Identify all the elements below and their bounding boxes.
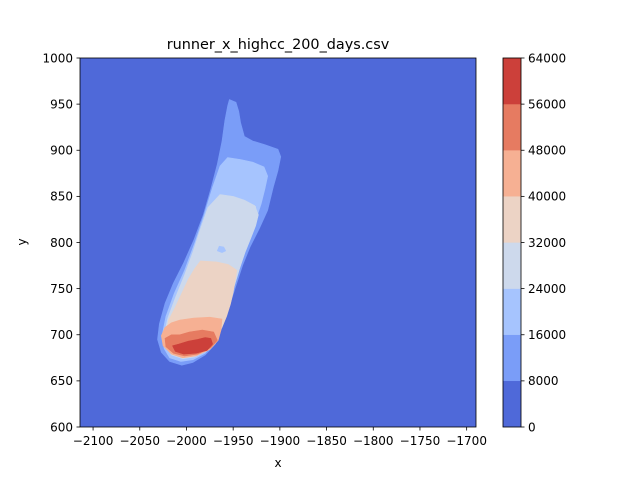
chart-title: runner_x_highcc_200_days.csv: [167, 37, 390, 53]
contour-level-24000-32000: [217, 245, 226, 253]
x-tick-label: −1750: [400, 434, 441, 448]
y-tick-label: 850: [50, 190, 73, 204]
contour-level-56000-64000: [172, 337, 213, 355]
x-tick-label: −1700: [446, 434, 487, 448]
colorbar-band-8000-16000: [502, 334, 522, 382]
x-tick-label: −1800: [353, 434, 394, 448]
colorbar-band-56000-64000: [502, 57, 522, 105]
axes: −2100 −2050 −2000 −1950 −1900 −1850 −1800 −1750…: [42, 51, 487, 448]
contour-level-40000-48000: [250, 203, 257, 216]
colorbar-tick-label: 24000: [528, 282, 566, 296]
plot-area: [80, 58, 476, 427]
x-tick-label: −1950: [213, 434, 254, 448]
colorbar-tick-label: 0: [528, 420, 536, 434]
x-tick-label: −1900: [260, 434, 301, 448]
colorbar-tick-label: 64000: [528, 51, 566, 65]
y-tick-label: 950: [50, 97, 73, 111]
colorbar-band-40000-48000: [502, 150, 522, 197]
colorbar-band-24000-32000: [502, 242, 522, 289]
colorbar-tick-label: 56000: [528, 97, 566, 111]
x-tick-label: −2100: [73, 434, 114, 448]
colorbar-band-32000-40000: [502, 196, 522, 243]
x-axis-label: x: [274, 456, 281, 470]
y-tick-label: 750: [50, 282, 73, 296]
colorbar-tick-label: 16000: [528, 328, 566, 342]
y-tick-label: 650: [50, 374, 73, 388]
colorbar-tick-label: 48000: [528, 144, 566, 158]
y-axis-label: y: [15, 238, 29, 245]
colorbar-tick-label: 40000: [528, 190, 566, 204]
contour-level-0-8000: [80, 58, 476, 427]
colorbar-band-0-8000: [502, 380, 522, 428]
colorbar: 0 8000 16000 24000 32000 40000 48000 56000 64000: [502, 51, 566, 434]
x-tick-label: −2050: [119, 434, 160, 448]
x-tick-label: −2000: [166, 434, 207, 448]
y-tick-label: 900: [50, 144, 73, 158]
x-tick-label: −1850: [306, 434, 347, 448]
y-tick-label: 1000: [42, 51, 73, 65]
y-tick-label: 700: [50, 328, 73, 342]
y-tick-label: 800: [50, 236, 73, 250]
colorbar-band-16000-24000: [502, 288, 522, 335]
colorbar-tick-label: 8000: [528, 374, 559, 388]
colorbar-band-48000-56000: [502, 103, 522, 151]
y-tick-label: 600: [50, 420, 73, 434]
colorbar-tick-label: 32000: [528, 236, 566, 250]
